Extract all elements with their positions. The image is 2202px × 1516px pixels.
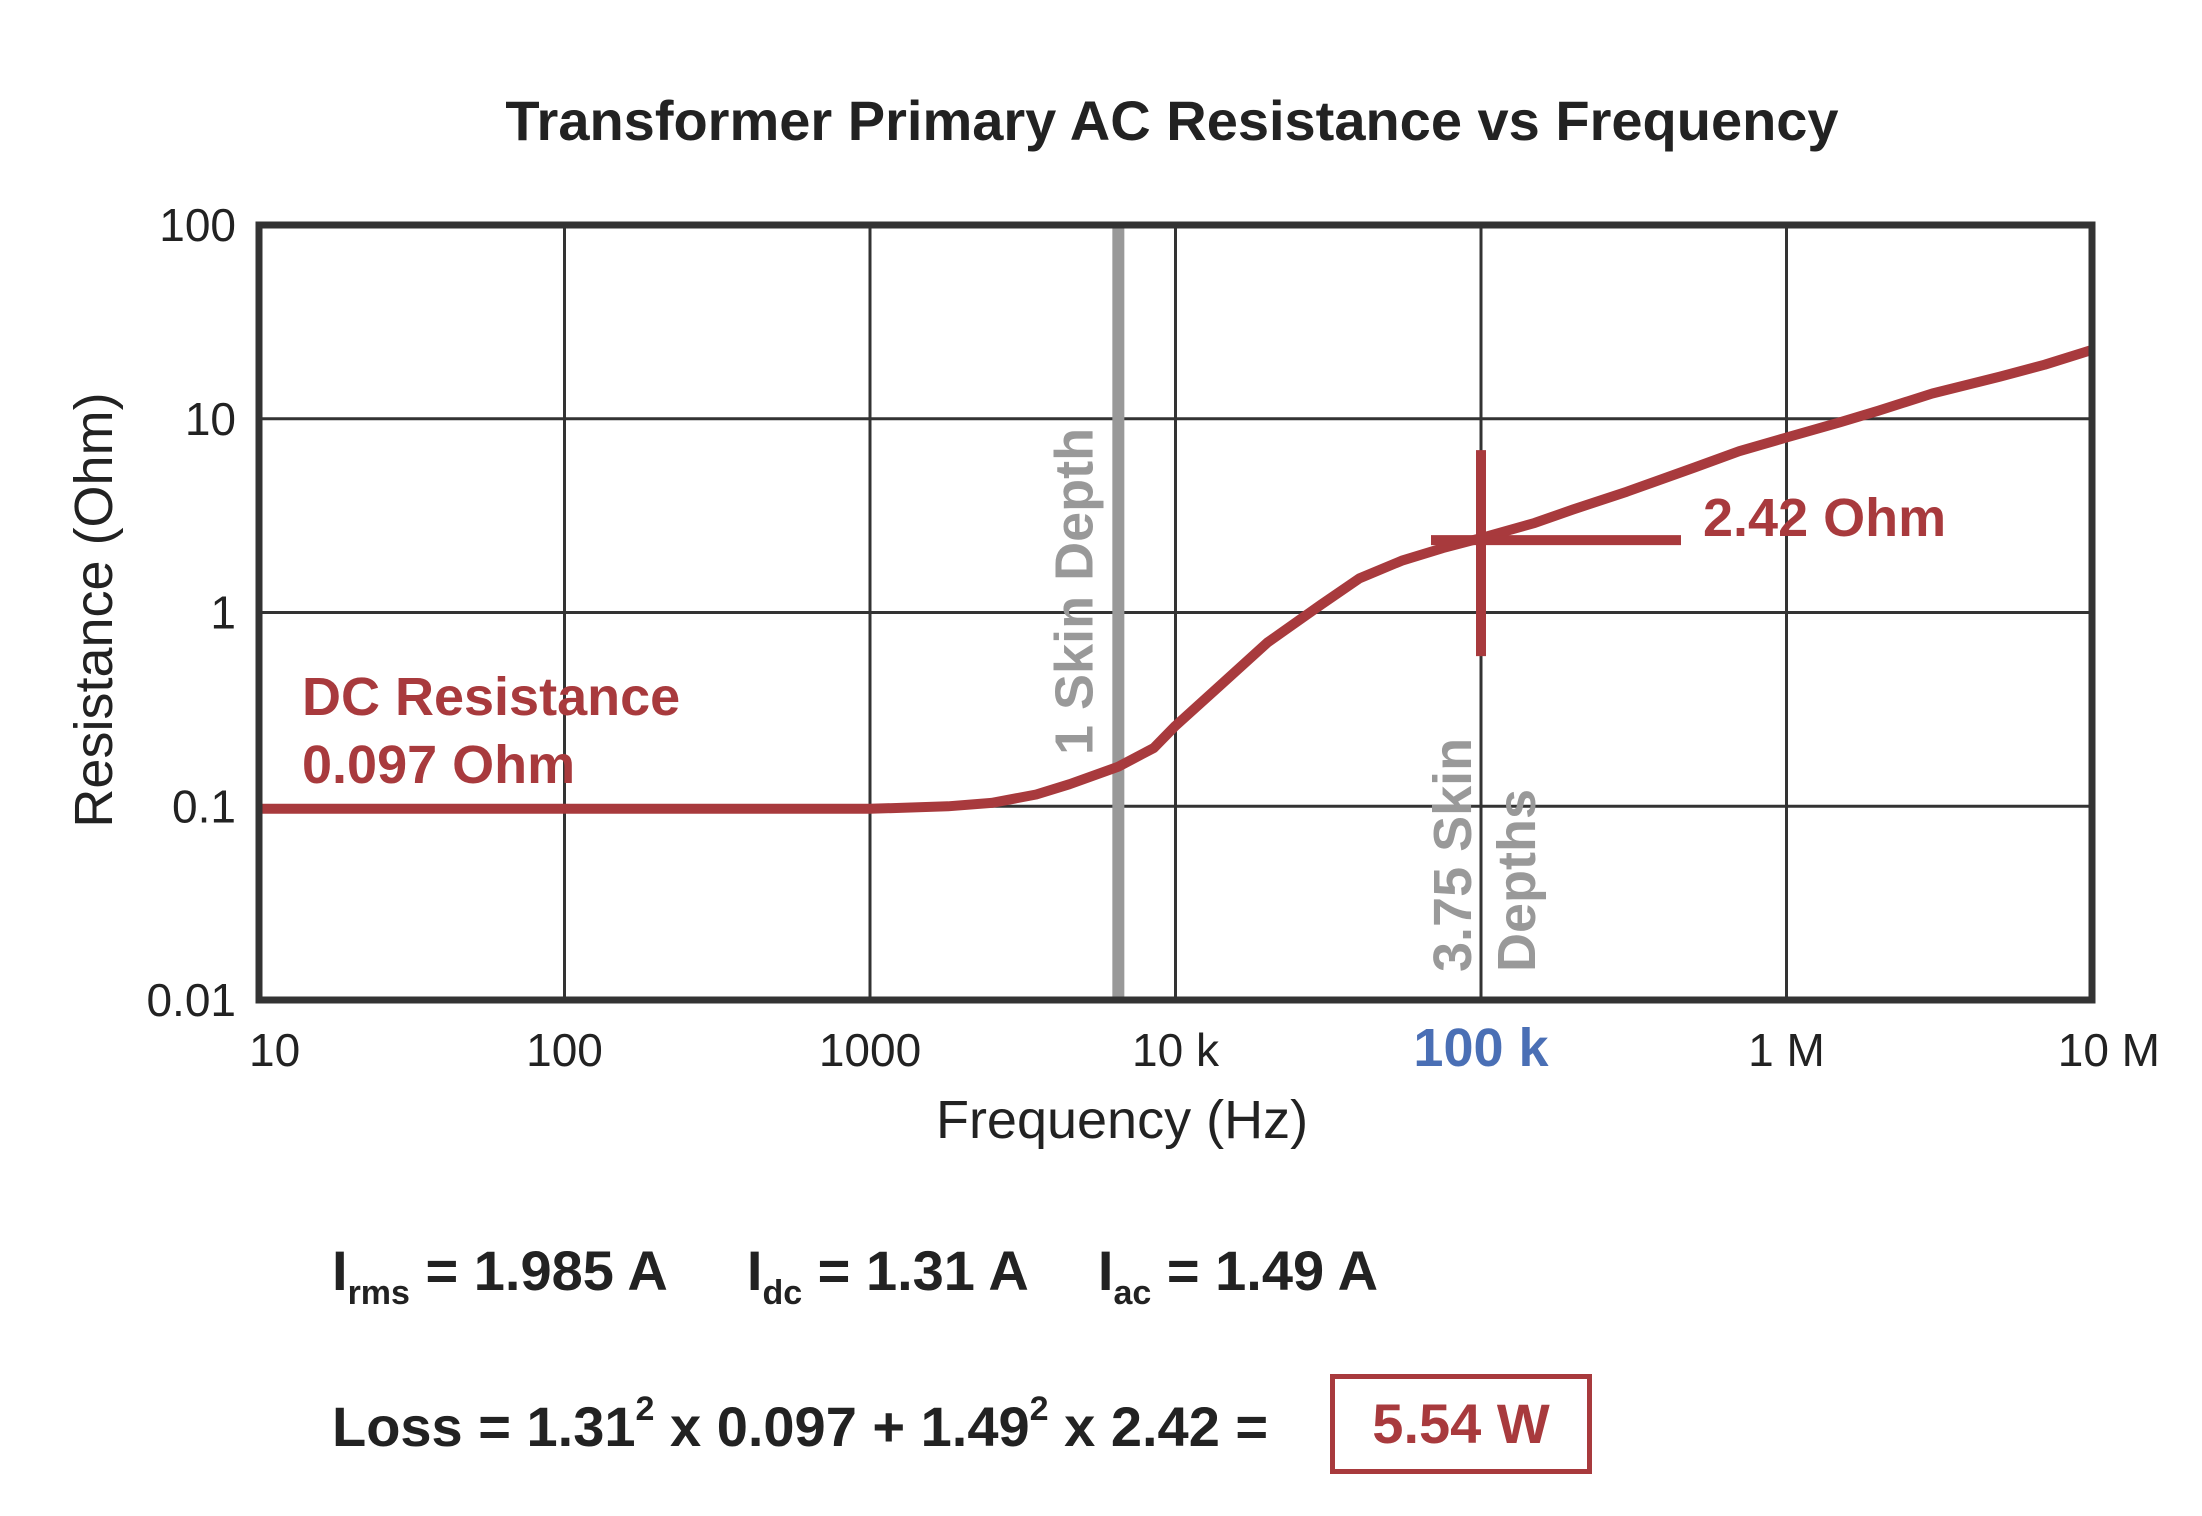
loss-equation: Loss = 1.312 x 0.097 + 1.492 x 2.42 = [332, 1390, 1268, 1459]
annotation-skin-depth-1: 3.75 Skin [1423, 738, 1483, 972]
loss-result-box: 5.54 W [1330, 1374, 1592, 1474]
x-tick-label: 10 M [2058, 1024, 2160, 1076]
y-tick-label: 0.1 [172, 780, 236, 832]
series [256, 345, 2095, 814]
square-superscript-2: 2 [1029, 1390, 1049, 1428]
x-tick-label: 1 M [1748, 1024, 1825, 1076]
idc-value: = 1.31 A [802, 1239, 1027, 1302]
y-axis-label: Resistance (Ohm) [64, 392, 124, 827]
marker-label: 2.42 Ohm [1703, 488, 1946, 548]
reference-lines: 1 Skin Depth [1044, 225, 1125, 1000]
annotation-skin-depth-2: Depths [1487, 789, 1547, 972]
y-tick-labels: 0.01 0.1 1 10 100 [146, 199, 236, 1026]
x-tick-labels: 10 100 1000 10 k 100 k 1 M 10 M [249, 1018, 2160, 1078]
idc-symbol: I [746, 1239, 763, 1302]
irms-subscript: rms [347, 1274, 410, 1312]
irms-symbol: I [332, 1239, 348, 1302]
marker: 2.42 Ohm [1431, 450, 1946, 657]
x-tick-label: 100 k [1413, 1018, 1549, 1078]
loss-term-a: Loss = 1.31 [332, 1395, 636, 1458]
annotation-dc-value: 0.097 Ohm [302, 735, 575, 795]
x-tick-label: 10 k [1132, 1024, 1220, 1076]
idc-subscript: dc [762, 1274, 803, 1312]
x-axis-label: Frequency (Hz) [936, 1090, 1308, 1150]
x-tick-label: 10 [249, 1024, 300, 1076]
annotation-dc-resistance: DC Resistance [302, 667, 680, 727]
x-tick-label: 1000 [819, 1024, 921, 1076]
irms-value: = 1.985 A [409, 1239, 666, 1302]
y-tick-label: 10 [185, 393, 236, 445]
plot-frame [255, 221, 2096, 1004]
square-superscript-1: 2 [635, 1390, 655, 1428]
iac-value: = 1.49 A [1151, 1239, 1379, 1302]
y-tick-label: 0.01 [146, 974, 236, 1026]
loss-term-c: x 2.42 = [1048, 1395, 1269, 1458]
resistance-curve [256, 345, 2095, 814]
chart-title: Transformer Primary AC Resistance vs Fre… [505, 89, 1838, 152]
y-tick-label: 1 [210, 587, 236, 639]
iac-symbol: I [1097, 1239, 1114, 1302]
y-tick-label: 100 [159, 199, 236, 251]
iac-subscript: ac [1113, 1274, 1152, 1312]
reference-line-label: 1 Skin Depth [1044, 428, 1104, 755]
x-tick-label: 100 [526, 1024, 603, 1076]
current-values-line: Irms = 1.985 A Idc = 1.31 A Iac = 1.49 A [332, 1238, 1378, 1313]
loss-term-b: x 0.097 + 1.49 [654, 1395, 1030, 1458]
